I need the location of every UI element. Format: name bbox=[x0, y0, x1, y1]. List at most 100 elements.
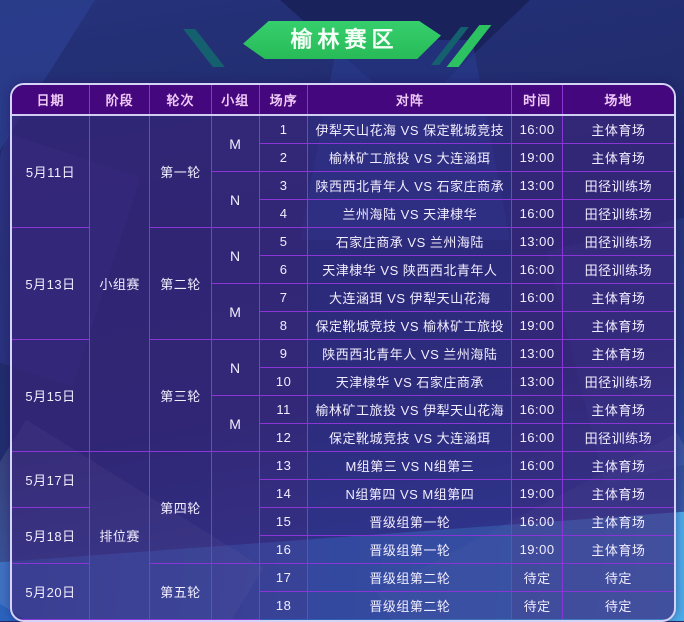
matchup-cell: 兰州海陆 VS 天津棣华 bbox=[307, 199, 513, 228]
col-header-venue: 场地 bbox=[561, 85, 674, 116]
group-cell: M bbox=[211, 395, 260, 452]
matchup-cell: 大连涵珥 VS 伊犁天山花海 bbox=[307, 283, 513, 312]
time-cell: 19:00 bbox=[511, 535, 563, 564]
col-header-time: 时间 bbox=[511, 85, 563, 116]
time-cell: 16:00 bbox=[511, 114, 563, 144]
match-no-cell: 8 bbox=[259, 311, 309, 340]
schedule-table: 日期 阶段 轮次 小组 场序 对阵 时间 场地 5月11日 小组赛 第一轮 M … bbox=[12, 85, 674, 620]
matchup-cell: M组第三 VS N组第三 bbox=[307, 451, 513, 480]
match-no-cell: 16 bbox=[259, 535, 309, 564]
venue-cell: 主体育场 bbox=[561, 339, 674, 368]
matchup-cell: 石家庄商承 VS 兰州海陆 bbox=[307, 227, 513, 256]
col-header-round: 轮次 bbox=[149, 85, 212, 116]
match-no-cell: 18 bbox=[259, 591, 309, 619]
venue-cell: 主体育场 bbox=[561, 451, 674, 480]
col-header-matchno: 场序 bbox=[258, 85, 308, 116]
time-cell: 16:00 bbox=[511, 395, 563, 424]
match-no-cell: 9 bbox=[258, 339, 309, 368]
time-cell: 19:00 bbox=[511, 143, 563, 172]
match-no-cell: 17 bbox=[258, 563, 309, 592]
group-cell-empty bbox=[210, 563, 260, 620]
round-cell: 第一轮 bbox=[149, 114, 212, 228]
time-cell: 13:00 bbox=[511, 227, 563, 256]
round-cell: 第二轮 bbox=[149, 227, 212, 340]
date-cell: 5月11日 bbox=[12, 114, 90, 228]
table-row: N 3 陕西西北青年人 VS 石家庄商承 13:00 田径训练场 bbox=[12, 171, 674, 228]
matchup-cell: 天津棣华 VS 陕西西北青年人 bbox=[307, 255, 513, 284]
date-cell: 5月20日 bbox=[12, 563, 90, 620]
venue-cell: 主体育场 bbox=[561, 479, 674, 508]
page-title: 榆林赛区 bbox=[290, 27, 399, 52]
venue-cell: 待定 bbox=[561, 591, 674, 619]
matchup-cell: 晋级组第二轮 bbox=[307, 591, 513, 619]
time-cell: 19:00 bbox=[511, 311, 563, 340]
title-banner: 榆林赛区 bbox=[243, 21, 441, 59]
venue-cell: 主体育场 bbox=[561, 311, 674, 340]
matchup-cell: 保定靴城竞技 VS 大连涵珥 bbox=[307, 423, 513, 452]
venue-cell: 田径训练场 bbox=[561, 423, 674, 452]
col-header-stage: 阶段 bbox=[88, 85, 150, 116]
venue-cell: 主体育场 bbox=[561, 283, 674, 312]
slash-decoration-left-icon bbox=[183, 29, 225, 67]
matchup-cell: 天津棣华 VS 石家庄商承 bbox=[307, 367, 513, 396]
time-cell: 待定 bbox=[511, 563, 563, 592]
venue-cell: 田径训练场 bbox=[561, 227, 674, 256]
table-row: 8 保定靴城竞技 VS 榆林矿工旅投 19:00 主体育场 bbox=[12, 311, 674, 340]
region-title-banner: 榆林赛区 bbox=[0, 0, 684, 80]
round-cell: 第四轮 bbox=[149, 451, 212, 564]
match-no-cell: 15 bbox=[258, 507, 309, 536]
match-no-cell: 3 bbox=[258, 171, 309, 200]
table-row: 14 N组第四 VS M组第四 19:00 主体育场 bbox=[12, 479, 674, 508]
table-row: 5月13日 第二轮 N 5 石家庄商承 VS 兰州海陆 13:00 田径训练场 bbox=[12, 227, 674, 340]
group-cell: N bbox=[210, 339, 260, 396]
table-row: M 7 大连涵珥 VS 伊犁天山花海 16:00 主体育场 bbox=[12, 283, 674, 340]
date-cell: 5月17日 bbox=[12, 451, 90, 508]
match-no-cell: 13 bbox=[258, 451, 309, 480]
time-cell: 13:00 bbox=[511, 367, 563, 396]
match-no-cell: 10 bbox=[259, 367, 309, 396]
time-cell: 19:00 bbox=[511, 479, 563, 508]
venue-cell: 主体育场 bbox=[561, 114, 674, 144]
time-cell: 16:00 bbox=[511, 255, 563, 284]
match-no-cell: 5 bbox=[258, 227, 309, 256]
match-no-cell: 2 bbox=[259, 143, 309, 172]
time-cell: 16:00 bbox=[511, 507, 563, 536]
col-header-date: 日期 bbox=[12, 85, 90, 116]
round-cell: 第五轮 bbox=[149, 563, 212, 620]
time-cell: 待定 bbox=[511, 591, 563, 619]
time-cell: 16:00 bbox=[511, 451, 563, 480]
venue-cell: 主体育场 bbox=[561, 143, 674, 172]
table-row: 5月15日 第三轮 N 9 陕西西北青年人 VS 兰州海陆 13:00 主体育场 bbox=[12, 339, 674, 452]
group-cell: M bbox=[211, 283, 260, 340]
matchup-cell: 榆林矿工旅投 VS 大连涵珥 bbox=[307, 143, 513, 172]
matchup-cell: 伊犁天山花海 VS 保定靴城竞技 bbox=[307, 114, 513, 144]
col-header-group: 小组 bbox=[210, 85, 260, 116]
header-row: 日期 阶段 轮次 小组 场序 对阵 时间 场地 bbox=[12, 85, 674, 116]
match-no-cell: 7 bbox=[258, 283, 309, 312]
matchup-cell: 保定靴城竞技 VS 榆林矿工旅投 bbox=[307, 311, 513, 340]
schedule-table-container: 日期 阶段 轮次 小组 场序 对阵 时间 场地 5月11日 小组赛 第一轮 M … bbox=[10, 83, 676, 622]
venue-cell: 田径训练场 bbox=[561, 199, 674, 228]
group-cell: M bbox=[210, 114, 260, 172]
table-row: 2 榆林矿工旅投 VS 大连涵珥 19:00 主体育场 bbox=[12, 143, 674, 172]
date-cell: 5月15日 bbox=[12, 339, 90, 452]
match-no-cell: 14 bbox=[259, 479, 309, 508]
venue-cell: 田径训练场 bbox=[561, 367, 674, 396]
group-cell-empty bbox=[210, 451, 260, 564]
venue-cell: 主体育场 bbox=[561, 395, 674, 424]
match-no-cell: 6 bbox=[259, 255, 309, 284]
table-row: 5月17日 排位赛 第四轮 13 M组第三 VS N组第三 16:00 主体育场 bbox=[12, 451, 674, 620]
venue-cell: 待定 bbox=[561, 563, 674, 592]
time-cell: 16:00 bbox=[511, 283, 563, 312]
table-row: M 11 榆林矿工旅投 VS 伊犁天山花海 16:00 主体育场 bbox=[12, 395, 674, 452]
date-cell: 5月18日 bbox=[12, 507, 90, 564]
time-cell: 13:00 bbox=[511, 339, 563, 368]
match-no-cell: 11 bbox=[258, 395, 309, 424]
matchup-cell: 晋级组第一轮 bbox=[307, 535, 513, 564]
stage-cell: 小组赛 bbox=[88, 114, 151, 452]
table-row: 10 天津棣华 VS 石家庄商承 13:00 田径训练场 bbox=[12, 367, 674, 396]
matchup-cell: 晋级组第二轮 bbox=[307, 563, 513, 592]
time-cell: 16:00 bbox=[511, 423, 563, 452]
matchup-cell: 榆林矿工旅投 VS 伊犁天山花海 bbox=[307, 395, 513, 424]
venue-cell: 主体育场 bbox=[561, 507, 674, 536]
